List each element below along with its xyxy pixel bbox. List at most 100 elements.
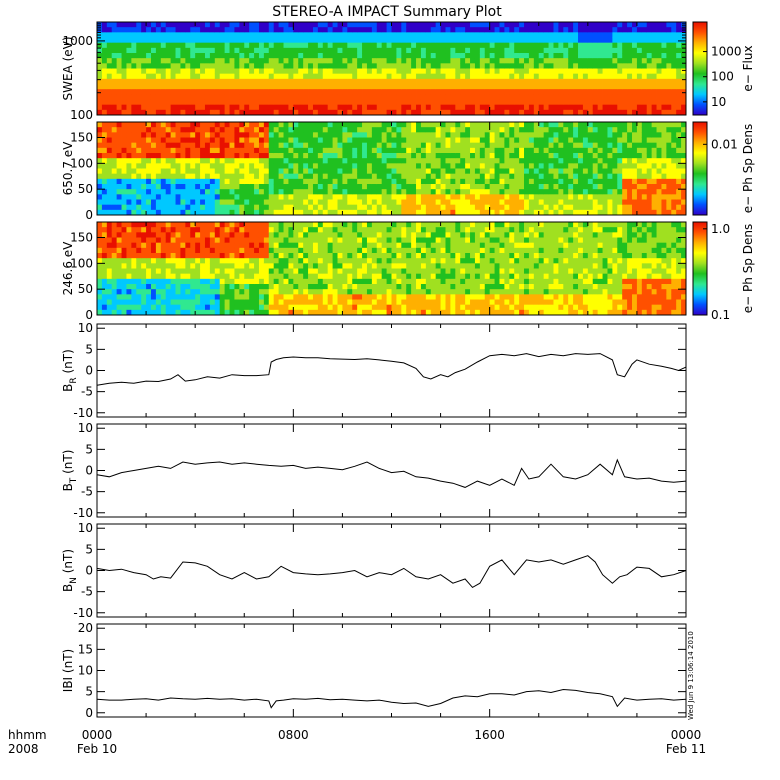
heatmap-cell <box>425 99 432 106</box>
heatmap-cell <box>587 168 594 175</box>
heatmap-cell <box>214 147 221 154</box>
heatmap-cell <box>180 84 186 90</box>
heatmap-cell <box>489 58 495 64</box>
heatmap-cell <box>489 153 495 159</box>
heatmap-cell <box>465 27 471 33</box>
heatmap-cell <box>499 58 505 64</box>
heatmap-cell <box>435 37 441 44</box>
heatmap-cell <box>131 163 137 169</box>
heatmap-cell <box>627 194 633 200</box>
heatmap-cell <box>445 84 451 90</box>
heatmap-cell <box>342 99 348 106</box>
heatmap-cell <box>578 132 584 138</box>
heatmap-cell <box>258 168 265 175</box>
heatmap-cell <box>528 204 535 211</box>
heatmap-cell <box>283 199 289 206</box>
heatmap-cell <box>411 137 417 144</box>
heatmap-cell <box>116 258 122 264</box>
heatmap-cell <box>195 78 201 85</box>
heatmap-cell <box>116 58 122 64</box>
heatmap-cell <box>656 73 662 80</box>
heatmap-cell <box>489 127 495 133</box>
heatmap-cell <box>283 137 289 144</box>
heatmap-cell <box>209 289 216 295</box>
heatmap-cell <box>681 178 687 185</box>
heatmap-cell <box>548 173 554 180</box>
heatmap-cell <box>239 258 245 264</box>
heatmap-cell <box>666 132 672 138</box>
heatmap-cell <box>204 27 211 33</box>
heatmap-cell <box>219 163 226 169</box>
heatmap-cell <box>568 89 574 95</box>
heatmap-cell <box>411 27 417 33</box>
heatmap-cell <box>249 73 255 80</box>
heatmap-cell <box>229 294 235 300</box>
heatmap-cell <box>636 89 643 95</box>
heatmap-cell <box>146 247 152 254</box>
heatmap-cell <box>528 132 535 138</box>
heatmap-cell <box>474 163 481 169</box>
heatmap-cell <box>214 84 221 90</box>
heatmap-cell <box>298 94 304 100</box>
heatmap-cell <box>106 22 113 28</box>
heatmap-cell <box>509 53 515 59</box>
heatmap-cell <box>101 237 108 244</box>
heatmap-cell <box>519 94 525 100</box>
heatmap-cell <box>401 163 407 169</box>
heatmap-cell <box>214 253 221 259</box>
heatmap-cell <box>239 309 245 316</box>
heatmap-cell <box>347 189 353 195</box>
heatmap-cell <box>170 299 176 306</box>
heatmap-cell <box>479 53 486 59</box>
heatmap-cell <box>661 122 667 128</box>
heatmap-cell <box>327 104 333 111</box>
heatmap-cell <box>671 47 677 54</box>
heatmap-cell <box>160 268 167 275</box>
heatmap-cell <box>190 184 196 190</box>
heatmap-cell <box>671 168 677 175</box>
heatmap-cell <box>651 32 657 38</box>
heatmap-cell <box>322 63 329 69</box>
heatmap-cell <box>185 42 191 49</box>
heatmap-cell <box>627 204 633 211</box>
heatmap-cell <box>322 78 329 85</box>
heatmap-cell <box>165 284 172 290</box>
heatmap-cell <box>661 68 667 75</box>
heatmap-cell <box>131 209 137 216</box>
heatmap-cell <box>420 68 427 75</box>
heatmap-cell <box>121 163 127 169</box>
heatmap-cell <box>116 237 122 244</box>
heatmap-cell <box>440 89 446 95</box>
heatmap-cell <box>636 122 643 128</box>
heatmap-cell <box>214 304 221 311</box>
heatmap-cell <box>420 99 427 106</box>
heatmap-cell <box>494 158 500 164</box>
heatmap-cell <box>342 42 348 49</box>
heatmap-cell <box>671 142 677 149</box>
heatmap-cell <box>573 153 579 159</box>
heatmap-cell <box>204 194 211 200</box>
heatmap-cell <box>190 132 196 138</box>
heatmap-cell <box>357 58 363 64</box>
heatmap-cell <box>470 89 476 95</box>
heatmap-cell <box>597 178 603 185</box>
heatmap-cell <box>200 73 206 80</box>
heatmap-cell <box>136 47 142 54</box>
heatmap-cell <box>381 89 387 95</box>
heatmap-cell <box>342 22 348 28</box>
heatmap-cell <box>97 278 103 285</box>
heatmap-cell <box>455 109 461 116</box>
heatmap-cell <box>322 27 329 33</box>
heatmap-cell <box>342 163 348 169</box>
heatmap-cell <box>366 137 373 144</box>
heatmap-cell <box>435 84 441 90</box>
heatmap-cell <box>558 89 564 95</box>
heatmap-cell <box>204 94 211 100</box>
heatmap-cell <box>597 142 603 149</box>
heatmap-cell <box>337 32 343 38</box>
heatmap-cell <box>548 204 554 211</box>
heatmap-cell <box>111 47 118 54</box>
heatmap-cell <box>607 132 613 138</box>
heatmap-cell <box>474 132 481 138</box>
heatmap-cell <box>533 137 540 144</box>
